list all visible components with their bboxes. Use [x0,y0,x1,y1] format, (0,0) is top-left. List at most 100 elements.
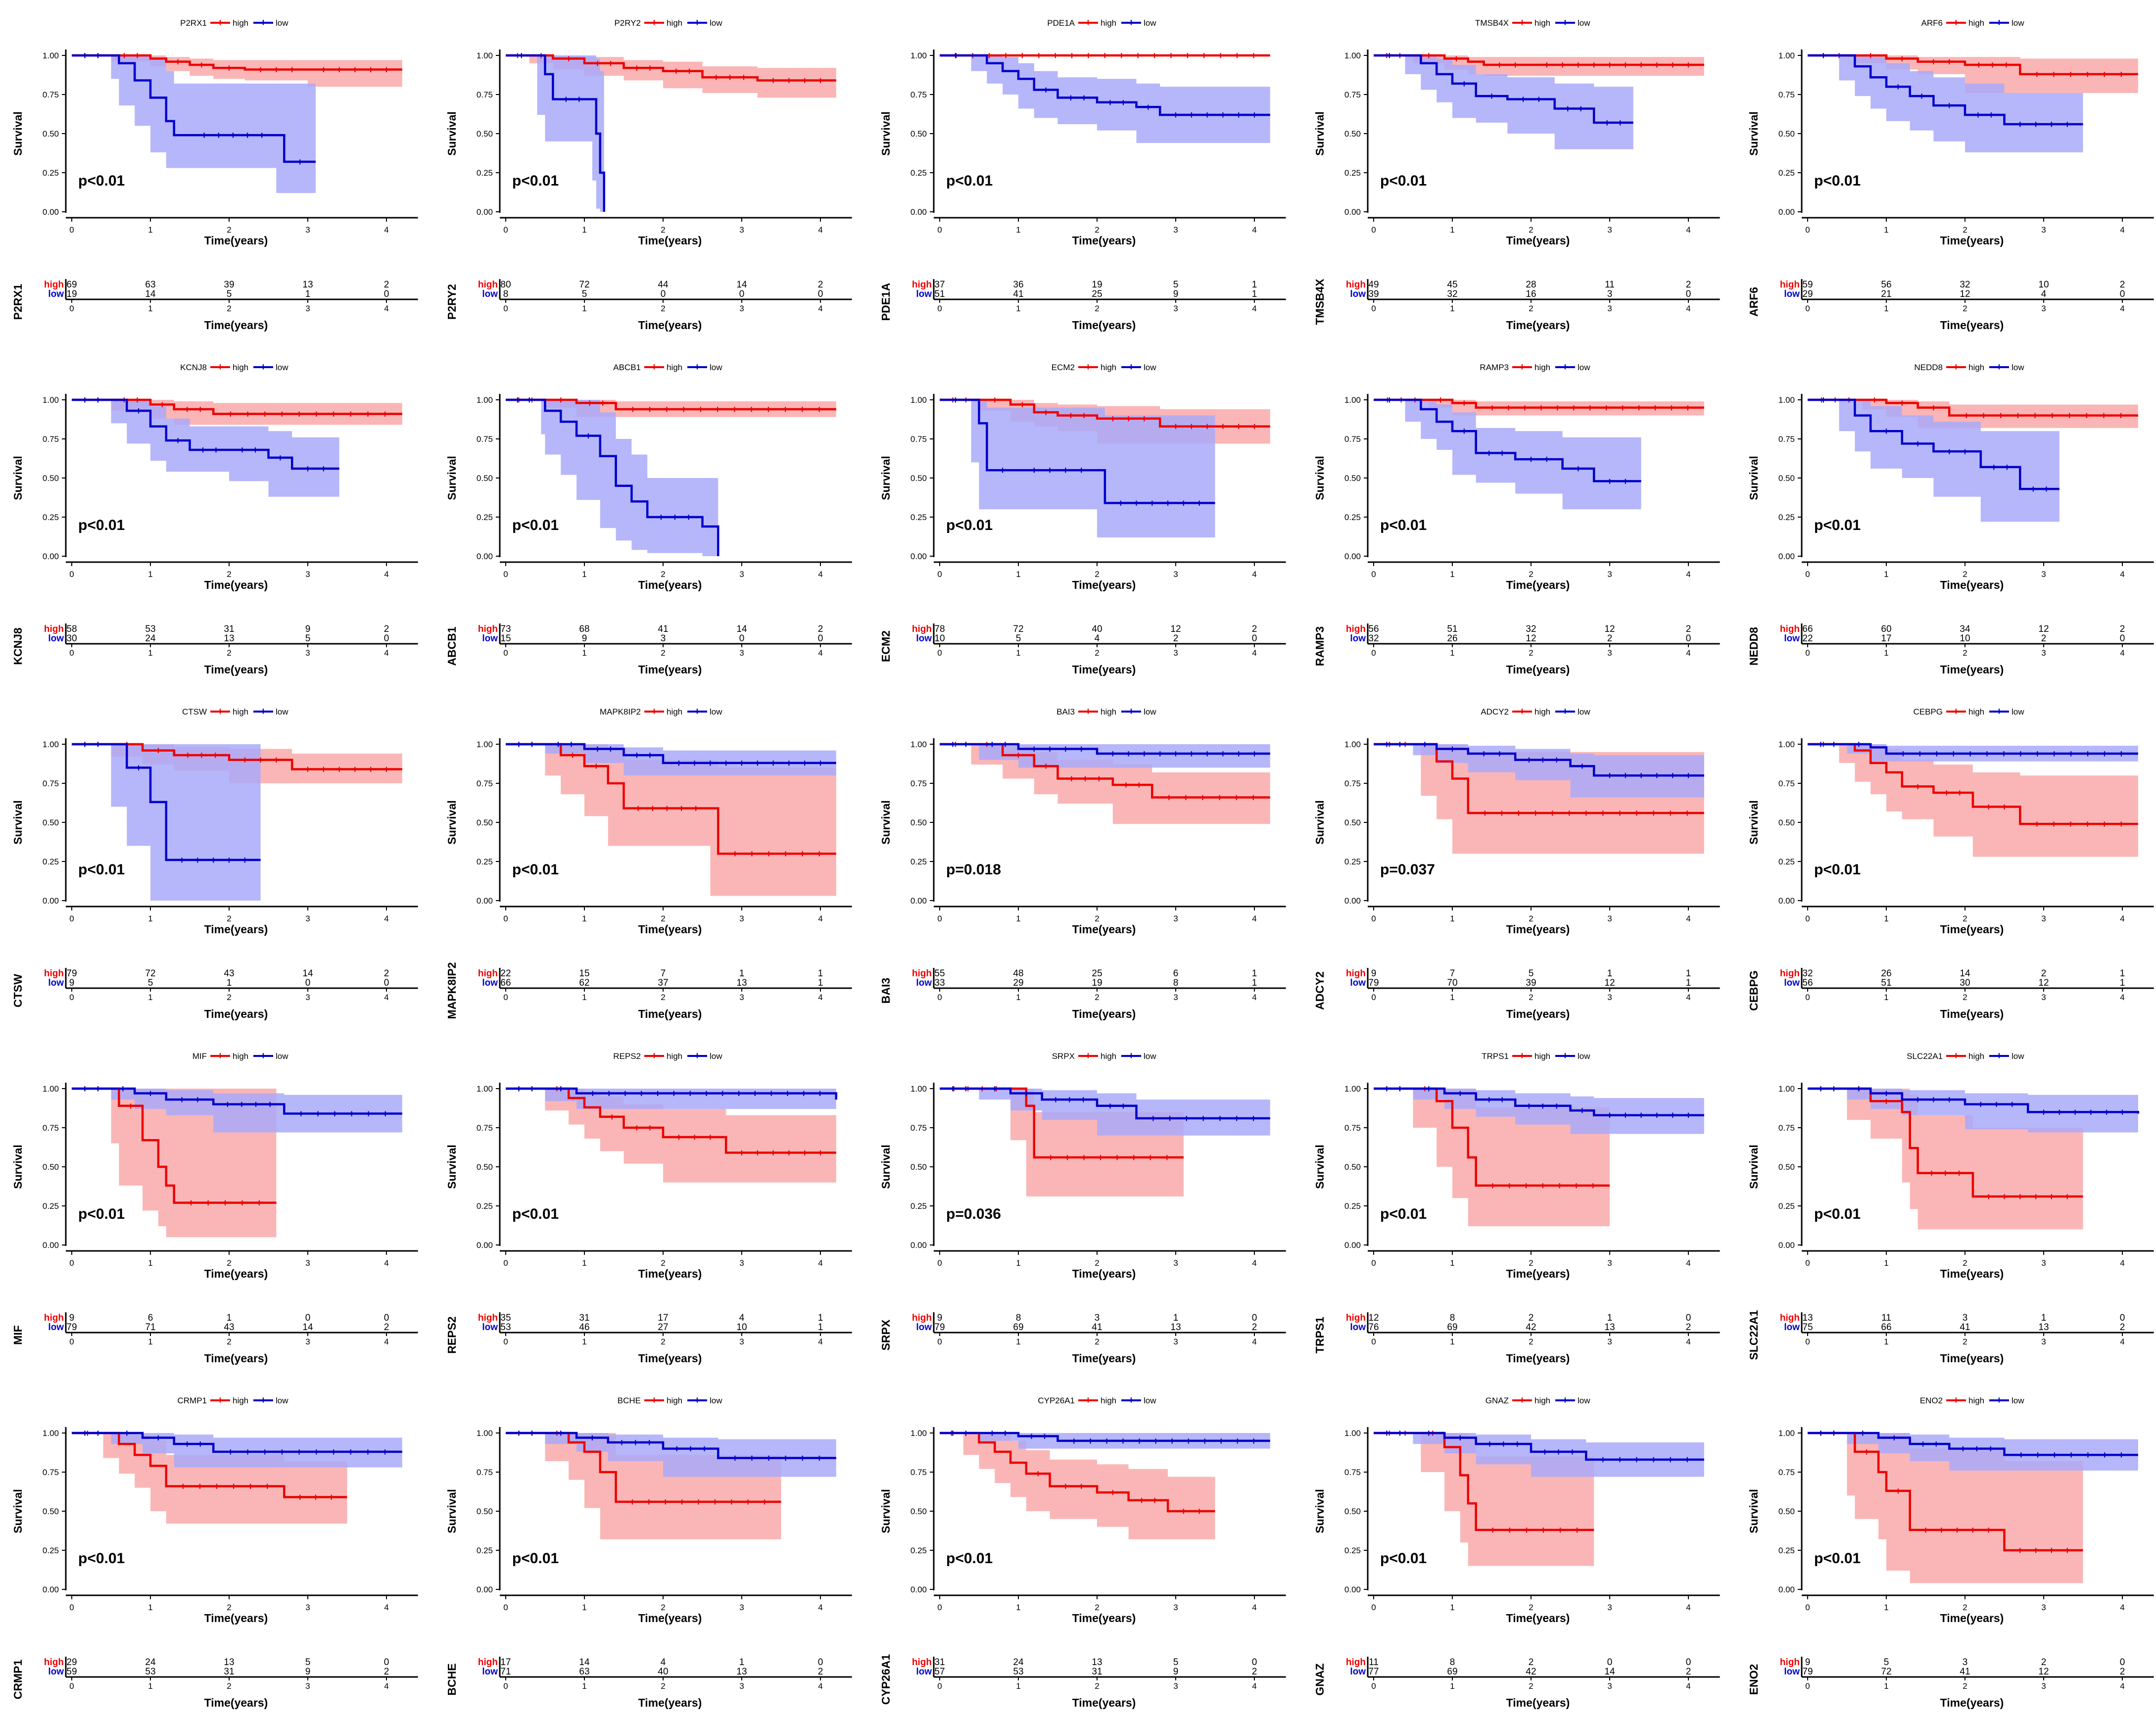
censor-mark-low: + [623,1088,628,1099]
legend-low-label: low [1578,1052,1590,1061]
survival-curve-low [506,54,605,212]
y-tick-label: 1.00 [1344,395,1361,405]
censor-mark-high: + [1685,60,1691,71]
risk-count-low: 17 [1881,633,1891,644]
y-axis-title: Survival [1747,800,1760,845]
censor-mark-low: + [1946,1095,1952,1105]
y-tick-label: 0.75 [1778,1468,1795,1477]
legend-gene-title: TMSB4X [1475,18,1509,28]
legend-low-label: low [1578,18,1590,28]
legend-high-marker: + [217,17,223,28]
risk-count-high: 24 [145,1657,156,1668]
risk-count-low: 14 [145,289,156,299]
censor-mark-low: + [1915,438,1921,449]
p-value: p<0.01 [78,173,125,189]
risk-count-high: 44 [658,280,669,290]
censor-mark-high: + [1204,422,1210,432]
risk-count-high: 2 [1529,1313,1534,1323]
censor-mark-low: + [752,1088,758,1099]
x-tick-label: 4 [818,914,822,923]
censor-mark-low: + [213,445,219,456]
risk-count-high: 14 [736,280,747,290]
censor-mark-high: + [1600,808,1606,819]
risk-count-low: 0 [384,978,389,988]
censor-mark-low: + [719,1088,725,1099]
censor-mark-low: + [736,1088,742,1099]
censor-mark-low: + [1818,1428,1824,1439]
x-tick-label: 4 [1686,1603,1690,1612]
x-tick-label: 0 [1805,1258,1810,1268]
y-tick-label: 0.75 [43,90,59,99]
censor-mark-high: + [258,64,264,75]
y-tick-label: 1.00 [1778,1429,1795,1438]
risk-count-high: 12 [1368,1313,1379,1323]
survival-curve-high [506,1087,836,1154]
censor-mark-low: + [783,1453,789,1464]
km-chart: ECM2 + high + low+ + + ++ + + + + ++ + + + + +++ + + + ++ + + + +… [879,362,1286,676]
censor-mark-high: + [314,409,320,420]
p-value: p<0.01 [1814,517,1861,533]
censor-mark-low: + [1623,476,1629,487]
x-tick-label: 1 [582,1603,586,1612]
y-axis-title: Survival [445,456,458,500]
y-tick-label: 1.00 [43,1084,59,1094]
censor-mark-high: + [992,395,998,406]
censor-mark-low: + [1217,1113,1223,1124]
censor-mark-low: + [2068,749,2074,760]
risk-count-low: 41 [1013,289,1023,299]
risk-count-high: 69 [66,280,77,290]
risk-count-high: 0 [305,1313,311,1323]
risk-x-tick-label: 1 [582,648,586,658]
censor-mark-low: + [332,1109,338,1120]
risk-table-gene: CEBPG [1747,970,1760,1011]
y-tick-label: 0.50 [910,1507,927,1516]
x-tick-label: 1 [1884,1258,1888,1268]
censor-mark-low: + [136,763,142,773]
censor-mark-low: + [1189,749,1195,760]
risk-count-high: 2 [1252,624,1257,634]
y-tick-label: 0.00 [43,207,59,217]
risk-x-tick-label: 0 [1371,1681,1376,1691]
y-tick-label: 0.50 [910,474,927,483]
legend-high-label: high [1101,363,1116,372]
legend: ECM2 + high + low [1052,362,1156,373]
y-axis-title: Survival [879,111,892,156]
p-value: p<0.01 [1814,1206,1861,1222]
risk-count-high: 0 [384,1313,389,1323]
x-axis-title: Time(years) [1506,578,1570,591]
risk-x-tick-label: 4 [818,993,822,1002]
censor-mark-high: + [1507,1525,1513,1536]
censor-mark-high: + [745,1497,751,1508]
censor-mark-high: + [686,66,692,77]
censor-mark-high: + [728,1497,734,1508]
x-tick-label: 2 [661,225,665,235]
risk-count-high: 0 [818,1657,823,1668]
risk-count-low: 70 [1447,978,1457,988]
km-panel-crmp1: CRMP1 + high + low + + + + + + + + + + + + + + + + + + + + + + + + + +… [0,1378,431,1721]
y-tick-label: 0.25 [1344,513,1361,522]
censor-mark-low: + [1023,1088,1029,1099]
censor-mark-low: + [1165,498,1171,509]
risk-x-axis-title: Time(years) [638,1007,702,1020]
legend-low-label: low [1144,1052,1156,1061]
risk-count-low: 37 [658,978,668,988]
risk-count-low: 8 [1173,978,1179,988]
censor-mark-high: + [1895,1486,1901,1497]
censor-mark-high: + [635,804,641,814]
legend-low-label: low [1578,363,1590,372]
legend-high-marker: + [1519,706,1525,717]
censor-mark-low: + [1197,498,1202,509]
censor-mark-high: + [692,1132,698,1143]
censor-mark-low: + [692,758,698,769]
censor-mark-low: + [179,855,185,866]
censor-mark-high: + [1123,780,1129,791]
x-axis-title: Time(years) [638,923,702,936]
censor-mark-low: + [1173,749,1179,760]
censor-mark-low: + [687,1088,693,1099]
risk-count-low: 13 [736,978,747,988]
risk-x-axis-title: Time(years) [1506,1352,1570,1365]
censor-mark-high: + [2034,819,2040,830]
censor-mark-high: + [1669,403,1675,414]
x-tick-label: 0 [69,570,74,579]
